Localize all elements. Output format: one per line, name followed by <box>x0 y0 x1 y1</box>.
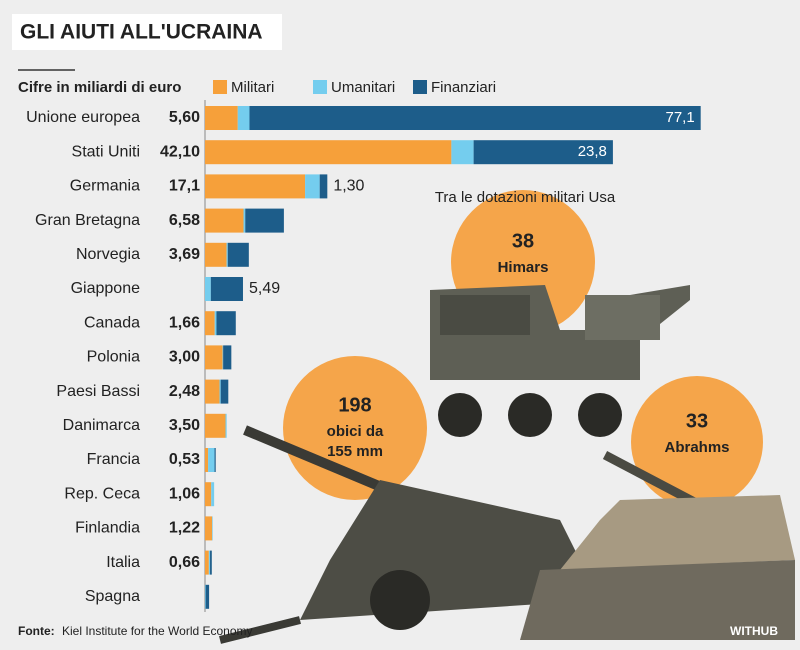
bar-segment <box>214 311 217 336</box>
chart-title: GLI AIUTI ALL'UCRAINA <box>20 21 263 44</box>
bar-segment <box>205 311 215 336</box>
category-label: Rep. Ceca <box>64 485 140 502</box>
bar-segment <box>205 379 220 404</box>
source-label: Fonte: <box>18 624 55 638</box>
bar-segment <box>451 140 474 165</box>
value-label: 42,10 <box>160 143 200 160</box>
value-label: 5,60 <box>169 109 200 126</box>
value-label: 1,22 <box>169 520 200 537</box>
category-label: Danimarca <box>63 417 140 434</box>
callout-label: Abrahms <box>664 439 729 456</box>
bar-segment <box>210 277 243 301</box>
bar-segment <box>237 106 250 130</box>
value-label: 2,48 <box>169 383 200 400</box>
value-label: 3,69 <box>169 246 200 263</box>
source: Kiel Institute for the World Economy <box>62 624 253 638</box>
bar-segment <box>205 516 213 541</box>
bar-segment <box>205 584 210 609</box>
annotation: Tra le dotazioni militari Usa <box>435 189 616 206</box>
bar-segment <box>205 413 226 438</box>
bar-segment <box>219 379 221 404</box>
category-label: Finlandia <box>75 520 140 537</box>
callout-label: Himars <box>498 259 549 276</box>
bar-segment <box>227 242 249 267</box>
bar-segment <box>205 242 227 267</box>
bar-segment <box>205 174 306 199</box>
bar-segment <box>249 106 701 130</box>
category-label: Stati Uniti <box>72 143 140 160</box>
value-label: 3,50 <box>169 417 200 434</box>
bar-segment <box>305 174 320 199</box>
value-label: 1,06 <box>169 485 200 502</box>
category-label: Polonia <box>87 349 140 366</box>
category-label: Paesi Bassi <box>56 383 140 400</box>
brand: WITHUB <box>730 624 778 638</box>
value-label: 1,30 <box>333 178 364 195</box>
bar-segment <box>319 174 328 199</box>
legend-label: Finanziari <box>431 79 496 96</box>
bar-segment <box>220 379 229 404</box>
value-label: 23,8 <box>578 143 607 160</box>
bar-segment <box>205 448 209 472</box>
callout-value: 38 <box>512 230 534 252</box>
bar-segment <box>208 550 211 575</box>
value-label: 0,53 <box>169 451 200 468</box>
bar-segment <box>205 277 211 301</box>
value-label: 17,1 <box>169 178 200 195</box>
bar-segment <box>225 413 227 438</box>
bar-segment <box>243 208 246 233</box>
bar-segment <box>205 482 212 507</box>
bar-segment <box>208 448 215 472</box>
legend-swatch <box>413 80 427 94</box>
subtitle: Cifre in miliardi di euro <box>18 79 181 96</box>
value-label: 1,66 <box>169 314 200 331</box>
bar-segment <box>205 140 452 165</box>
callout-label: obici da 155 mm <box>327 423 384 460</box>
category-label: Germania <box>70 178 140 195</box>
bar-segment <box>222 345 224 370</box>
vehicles <box>219 190 795 644</box>
value-label: 6,58 <box>169 212 200 229</box>
category-label: Canada <box>84 314 140 331</box>
bar-segment <box>205 550 209 575</box>
bar-segment <box>205 106 238 130</box>
bar-segment <box>205 345 223 370</box>
value-label: 3,00 <box>169 349 200 366</box>
bar-segment <box>226 242 228 267</box>
legend-label: Militari <box>231 79 274 96</box>
value-label: 0,66 <box>169 554 200 571</box>
bar-segment <box>214 448 216 472</box>
value-label: 77,1 <box>665 109 694 126</box>
callout-value: 33 <box>686 410 708 432</box>
bar-segment <box>216 311 236 336</box>
value-label: 5,49 <box>249 280 280 297</box>
legend-label: Umanitari <box>331 79 395 96</box>
bar-segment <box>212 516 213 541</box>
bar-segment <box>223 345 232 370</box>
bar-segment <box>205 584 206 609</box>
category-label: Italia <box>106 554 140 571</box>
legend-swatch <box>213 80 227 94</box>
category-label: Giappone <box>71 280 140 297</box>
bar-segment <box>210 550 212 575</box>
title-box <box>12 14 282 50</box>
category-label: Spagna <box>85 588 140 605</box>
category-label: Unione europea <box>26 109 140 126</box>
callout-value: 198 <box>338 394 371 416</box>
category-label: Gran Bretagna <box>35 212 140 229</box>
category-label: Francia <box>87 451 140 468</box>
bar-segment <box>473 140 613 165</box>
legend-swatch <box>313 80 327 94</box>
category-label: Norvegia <box>76 246 140 263</box>
bar-segment <box>245 208 284 233</box>
bar-segment <box>205 208 244 233</box>
bar-segment <box>211 482 215 507</box>
